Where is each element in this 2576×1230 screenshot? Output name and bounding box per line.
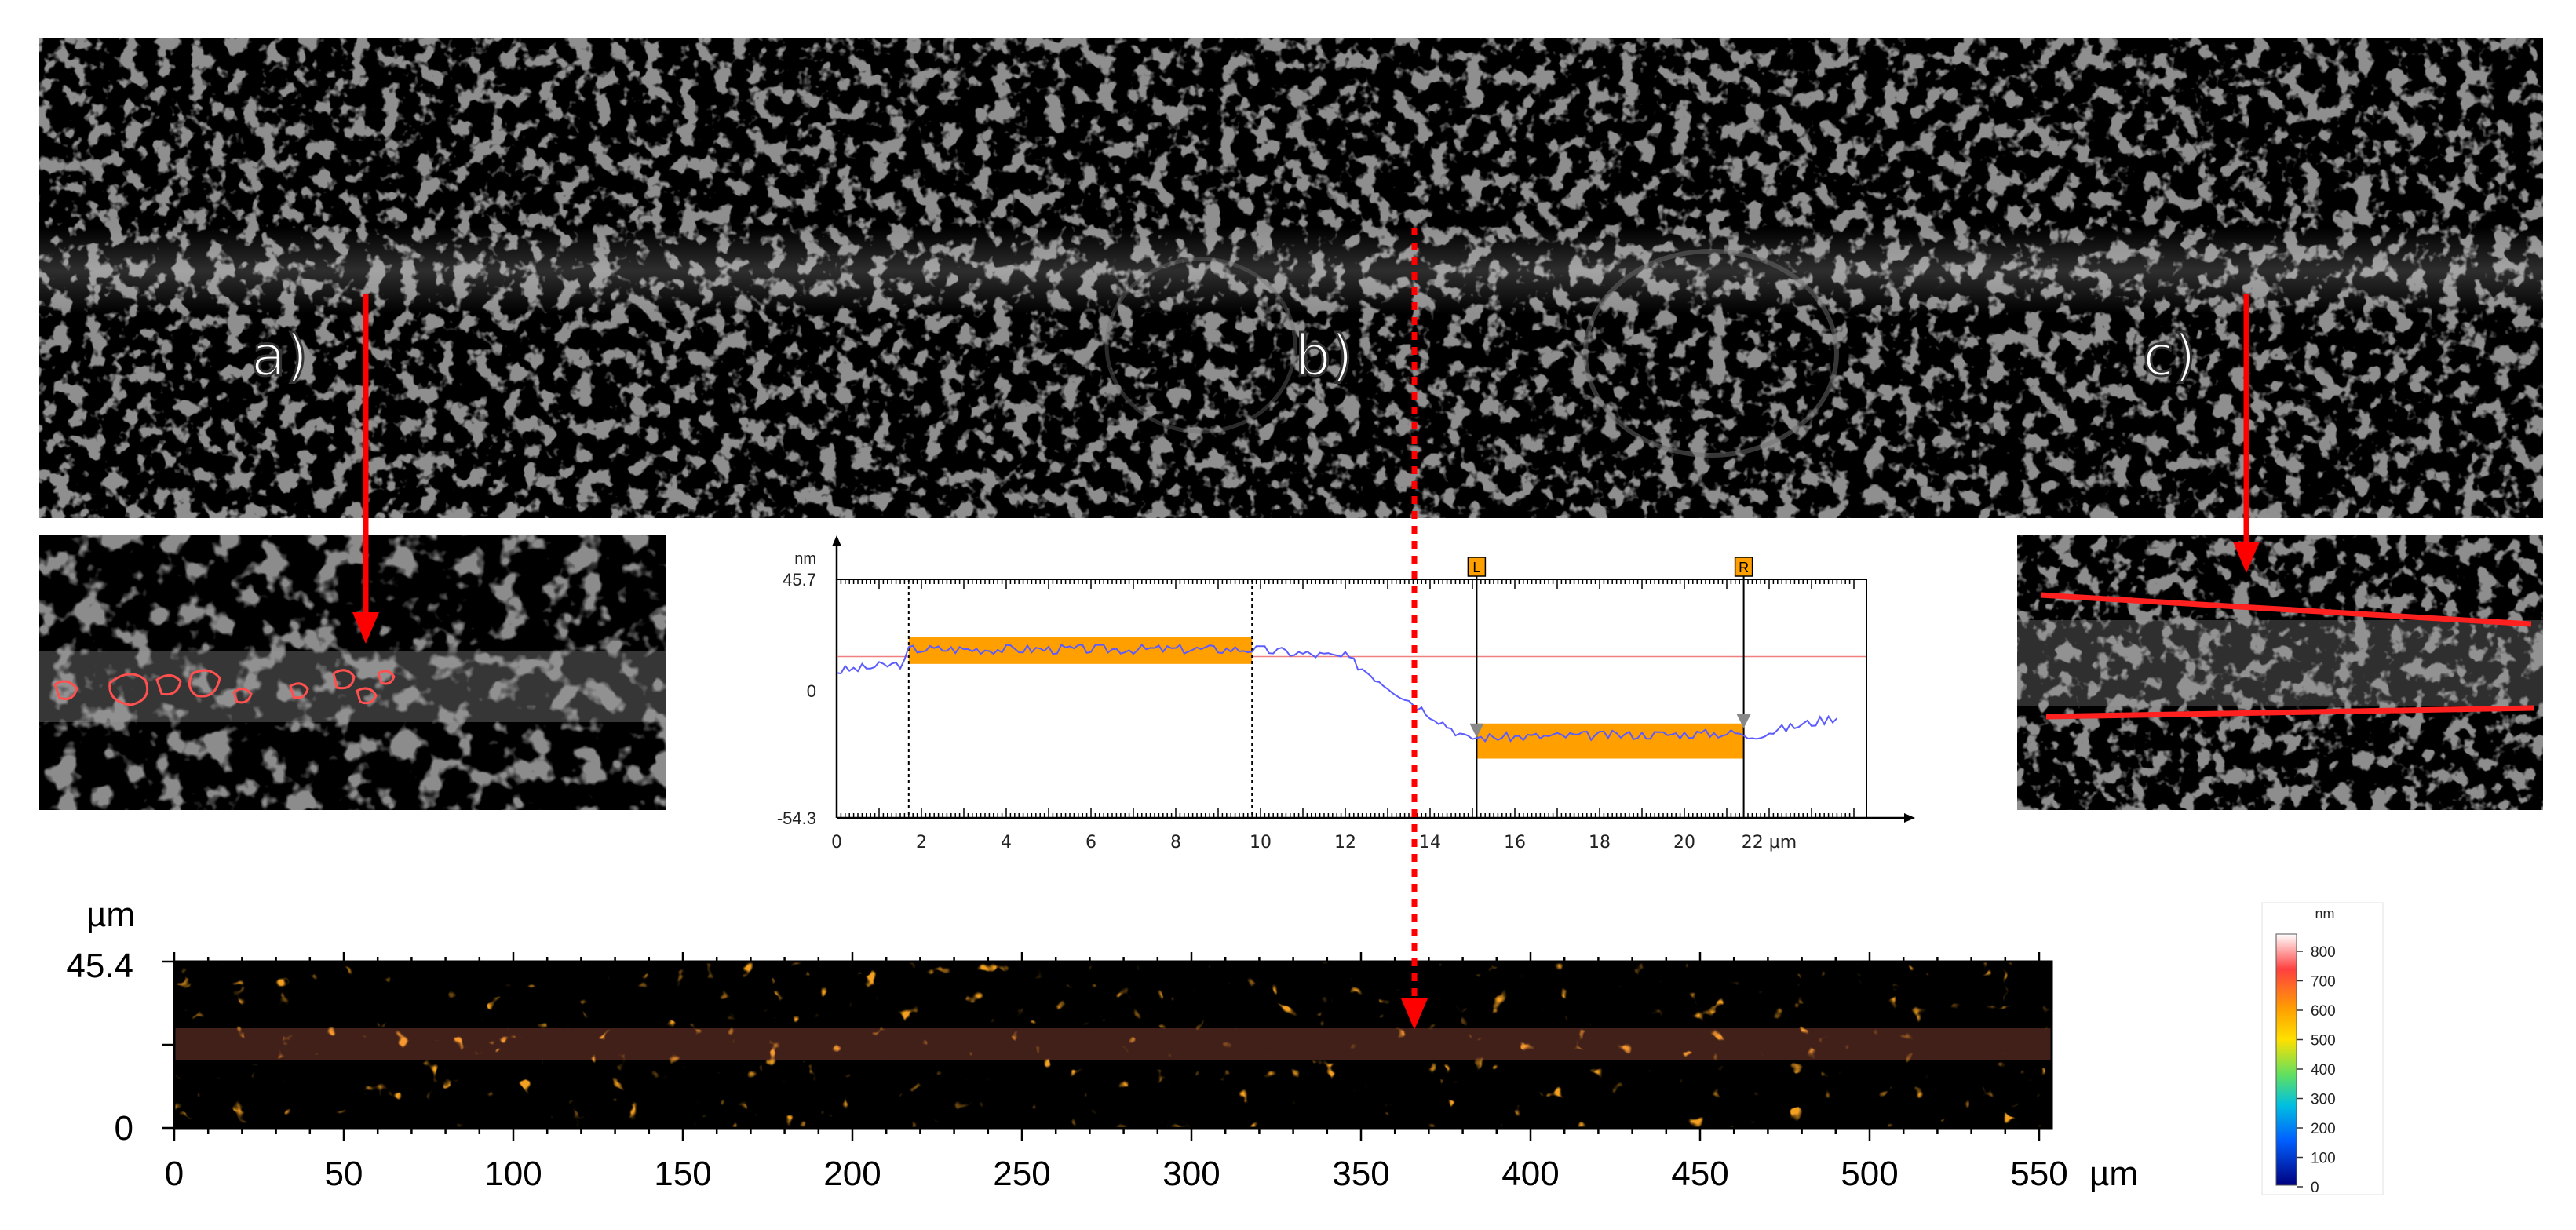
colorbar-tick-label: 800 — [2311, 944, 2336, 961]
profile-band-left — [908, 637, 1253, 664]
marker-right-label: R — [1739, 560, 1749, 575]
panel-label-b: b) — [1295, 323, 1353, 389]
height-map-x-tick-label: 0 — [165, 1155, 184, 1193]
colorbar-gradient — [2275, 933, 2297, 1186]
profile-y-min-label: -54.3 — [777, 808, 816, 828]
height-map-x-tick-label: 550 — [2010, 1155, 2067, 1193]
profile-x-tick-label: 10 — [1250, 833, 1272, 852]
inset-a-image — [39, 535, 666, 810]
height-map-x-tick-label: 300 — [1162, 1155, 1220, 1193]
profile-x-tick-label: 22 µm — [1742, 833, 1797, 852]
profile-chart-panel — [771, 534, 1917, 832]
arrow-b-head — [1401, 998, 1428, 1030]
particle-outlines — [53, 669, 396, 706]
profile-y-zero-label: 0 — [807, 681, 816, 701]
colorbar-tick-label: 500 — [2311, 1033, 2336, 1049]
height-map-x-tick-label: 200 — [823, 1155, 881, 1193]
height-map-x-tick-label: 150 — [654, 1155, 711, 1193]
colorbar-tick-label: 0 — [2311, 1180, 2319, 1196]
height-map-y-top-label: 45.4 — [66, 947, 133, 985]
arrow-c-head — [2233, 542, 2260, 573]
profile-curve — [836, 643, 1838, 743]
height-map-x-tick-label: 350 — [1332, 1155, 1389, 1193]
colorbar-tick-label: 400 — [2311, 1062, 2336, 1079]
height-map-x-tick-label: 250 — [993, 1155, 1050, 1193]
colorbar-tick-label: 100 — [2311, 1151, 2336, 1167]
wear-track-upper-edge — [2040, 592, 2532, 627]
profile-x-tick-label: 6 — [1085, 833, 1096, 852]
profile-x-axis-arrowhead — [1904, 813, 1915, 823]
marker-right-box — [1734, 557, 1753, 577]
colorbar-tick-label: 300 — [2311, 1092, 2336, 1108]
profile-x-tick-label: 14 — [1419, 833, 1441, 852]
profile-band-right — [1476, 723, 1744, 759]
marker-right-triangle — [1736, 714, 1751, 728]
height-map-x-tick-label: 100 — [484, 1155, 542, 1193]
sem-overview-image — [39, 38, 2543, 518]
panel-label-c: c) — [2143, 323, 2196, 389]
height-map-y-bottom-label: 0 — [115, 1109, 133, 1148]
colorbar-tick-label: 200 — [2311, 1121, 2336, 1137]
profile-x-tick-label: 0 — [831, 833, 842, 852]
colorbar-unit: nm — [2315, 906, 2334, 922]
profile-x-tick-label: 12 — [1334, 833, 1356, 852]
profile-x-tick-label: 20 — [1673, 833, 1695, 852]
marker-left-label: L — [1472, 560, 1480, 575]
profile-x-tick-label: 8 — [1170, 833, 1181, 852]
height-map-x-tick-label: 50 — [325, 1155, 363, 1193]
colorbar-tick-label: 600 — [2311, 1003, 2336, 1020]
profile-x-tick-label: 4 — [1001, 833, 1012, 852]
height-map-x-tick-label: 450 — [1671, 1155, 1728, 1193]
profile-x-tick-label: 18 — [1589, 833, 1611, 852]
panel-label-a: a) — [251, 323, 308, 389]
inset-c-image — [2017, 535, 2543, 810]
arrow-a-head — [352, 612, 379, 644]
colorbar-tick-label: 700 — [2311, 974, 2336, 991]
height-map-x-tick-label: 400 — [1501, 1155, 1559, 1193]
wear-track-lower-edge — [2045, 705, 2534, 720]
profile-x-tick-label: 16 — [1504, 833, 1526, 852]
profile-x-tick-label: 2 — [916, 833, 927, 852]
marker-left-triangle — [1469, 723, 1484, 738]
profile-y-max-label: 45.7 — [783, 570, 816, 589]
height-map-y-unit: µm — [86, 896, 135, 934]
profile-y-unit: nm — [794, 550, 816, 568]
height-map-x-tick-label: 500 — [1841, 1155, 1898, 1193]
marker-left-box — [1467, 557, 1487, 577]
height-map-x-unit: µm — [2089, 1155, 2138, 1193]
profile-y-axis-arrowhead — [832, 535, 841, 546]
height-map-image — [174, 962, 2052, 1128]
